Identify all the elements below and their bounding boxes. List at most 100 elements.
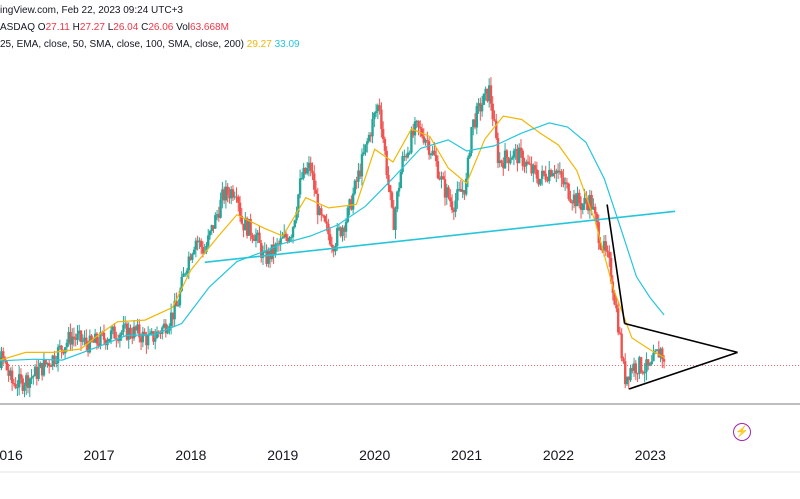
candle-down (321, 215, 325, 217)
candle-down (138, 324, 141, 338)
candle-up (46, 362, 49, 365)
candle-up (295, 212, 298, 221)
candle-down (60, 345, 63, 351)
candle-up (360, 154, 364, 177)
candle-up (376, 105, 380, 112)
candle-down (164, 323, 168, 334)
candle-down (571, 201, 574, 204)
candle-up (403, 155, 406, 157)
candle-up (16, 387, 19, 389)
candle-up (244, 218, 247, 231)
candle-up (180, 276, 183, 291)
lightning-bolt-icon[interactable]: ⚡ (733, 423, 751, 441)
candle-up (525, 161, 528, 167)
candle-up (625, 376, 629, 385)
candle-down (350, 199, 353, 210)
candle-up (198, 240, 201, 243)
candle-up (344, 221, 348, 232)
candle-up (351, 193, 355, 210)
candle-up (539, 179, 542, 185)
candle-down (620, 333, 623, 359)
candle-down (171, 312, 175, 320)
candle-up (477, 103, 480, 106)
candle-up (161, 327, 164, 334)
candle-up (150, 331, 153, 334)
candle-down (502, 162, 505, 169)
candle-up (274, 244, 277, 255)
drop-line-trendline (606, 204, 626, 324)
candle-down (72, 336, 76, 339)
candle-down (40, 363, 44, 376)
candle-up (81, 340, 84, 342)
candle-down (556, 170, 560, 173)
candle-down (175, 301, 178, 307)
candle-down (131, 336, 134, 339)
candle-up (581, 204, 585, 210)
candle-up (230, 189, 233, 199)
candle-down (343, 227, 346, 232)
x-tick-label-2017: 2017 (83, 447, 114, 463)
candle-down (646, 359, 650, 366)
candle-down (433, 150, 436, 156)
candle-up (37, 367, 40, 380)
candle-up (632, 363, 636, 371)
candle-down (442, 176, 445, 180)
candle-up (154, 338, 157, 342)
candle-up (348, 199, 351, 208)
candle-up (300, 177, 304, 179)
candle-down (578, 192, 581, 203)
candle-up (532, 165, 535, 174)
candle-down (390, 192, 394, 208)
candle-down (560, 171, 563, 178)
candle-down (134, 326, 137, 331)
candle-down (125, 323, 129, 340)
candle-up (654, 350, 657, 353)
candle-down (212, 225, 215, 229)
candle-up (498, 160, 501, 164)
candle-up (558, 171, 562, 173)
candle-down (152, 331, 155, 342)
candle-down (159, 332, 162, 334)
candle-down (516, 149, 519, 164)
candle-down (567, 183, 570, 200)
candle-up (120, 332, 123, 335)
candle-up (136, 324, 139, 331)
candle-up (109, 330, 113, 339)
candle-down (104, 339, 107, 346)
candle-up (247, 219, 251, 236)
candle-up (194, 240, 198, 250)
candle-down (260, 242, 263, 258)
candle-down (286, 237, 289, 242)
candle-down (615, 304, 618, 309)
candle-down (369, 134, 372, 137)
candle-up (51, 355, 54, 367)
candle-up (652, 352, 655, 362)
candle-up (111, 326, 115, 331)
candle-down (62, 350, 65, 354)
candle-up (466, 157, 470, 179)
candle-down (231, 189, 235, 198)
candle-down (537, 178, 540, 185)
candle-down (507, 157, 510, 164)
candle-down (608, 252, 611, 258)
candle-up (184, 273, 187, 275)
triangle-upper-trendline (624, 322, 738, 354)
candle-down (519, 147, 523, 151)
candle-down (252, 238, 256, 241)
candle-up (207, 235, 210, 247)
candle-down (459, 188, 463, 192)
candle-down (544, 173, 547, 180)
candle-up (364, 144, 367, 153)
candle-up (399, 172, 403, 188)
indicator-value-ema: 29.27 (246, 39, 272, 50)
candle-down (355, 180, 358, 182)
volume-label: Vol (176, 22, 191, 33)
candle-down (332, 246, 335, 252)
candle-down (95, 333, 99, 344)
candle-down (495, 120, 498, 139)
candle-down (48, 362, 51, 367)
candle-down (473, 119, 477, 128)
candle-up (659, 348, 662, 358)
candle-down (636, 373, 639, 375)
